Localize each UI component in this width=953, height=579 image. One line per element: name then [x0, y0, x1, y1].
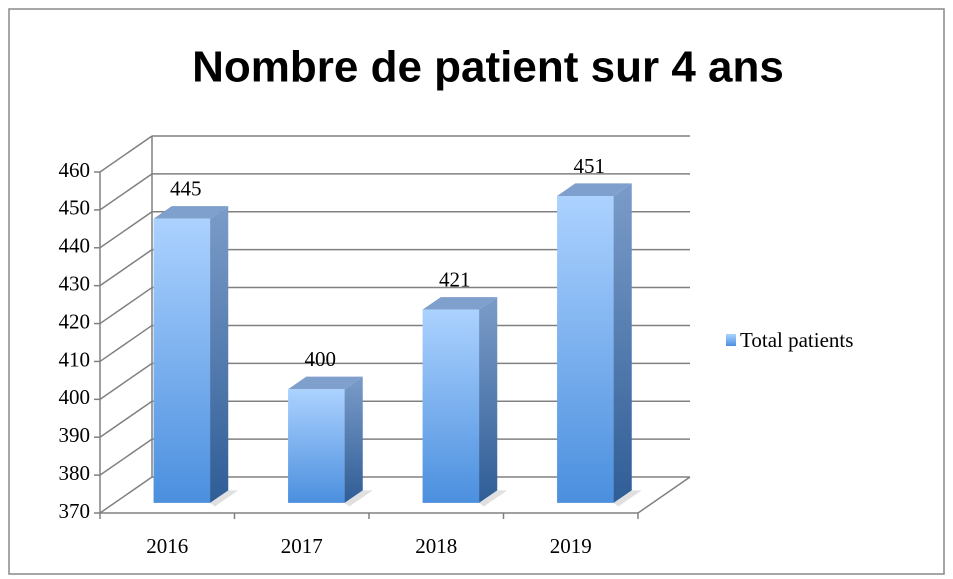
legend-swatch [726, 334, 736, 346]
side-grid-line [99, 438, 153, 476]
y-tick-label: 390 [59, 423, 91, 447]
data-label: 451 [574, 154, 606, 178]
floor-right-edge [637, 476, 691, 514]
bar [557, 196, 614, 503]
x-tick-label: 2017 [281, 534, 323, 558]
side-grid-line [99, 286, 153, 325]
bar-top [153, 206, 229, 219]
frame [8, 8, 945, 575]
side-grid-line [99, 400, 153, 438]
side-grid-line [99, 324, 153, 363]
x-tick-label: 2018 [415, 534, 457, 558]
legend-label: Total patients [740, 328, 853, 352]
data-label: 445 [170, 177, 202, 201]
x-tick-label: 2019 [550, 534, 592, 558]
x-tick-label: 2016 [146, 534, 188, 558]
bar-shadow [344, 490, 373, 507]
bar-top [422, 297, 498, 310]
bar-side [479, 297, 498, 503]
bar-shadow [479, 490, 508, 507]
bar-top [288, 376, 363, 390]
data-label: 400 [305, 347, 337, 371]
bar [422, 309, 480, 503]
bar-side [613, 183, 632, 503]
bar [288, 389, 345, 503]
y-tick-label: 430 [59, 271, 91, 295]
side-grid-line [99, 362, 153, 400]
y-tick-label: 370 [59, 499, 91, 523]
y-tick-label: 380 [59, 461, 91, 485]
bar-shadow [210, 490, 239, 507]
data-label: 421 [439, 267, 471, 291]
bar [153, 218, 211, 503]
y-tick-label: 440 [59, 234, 91, 258]
side-grid-line [99, 173, 153, 211]
side-grid-line [99, 249, 153, 287]
y-tick-label: 410 [59, 347, 91, 371]
y-tick-label: 420 [59, 309, 91, 333]
bar-side [344, 376, 363, 503]
side-grid-line [99, 211, 153, 249]
y-tick-label: 400 [59, 385, 91, 409]
side-grid-line [99, 476, 153, 514]
bar-side [210, 206, 229, 503]
y-tick-label: 460 [59, 158, 91, 182]
bar-shadow [613, 490, 642, 507]
y-tick-label: 450 [59, 196, 91, 220]
side-grid-line [99, 135, 153, 173]
chart-title: Nombre de patient sur 4 ans [192, 43, 784, 92]
bar-top [557, 183, 632, 197]
